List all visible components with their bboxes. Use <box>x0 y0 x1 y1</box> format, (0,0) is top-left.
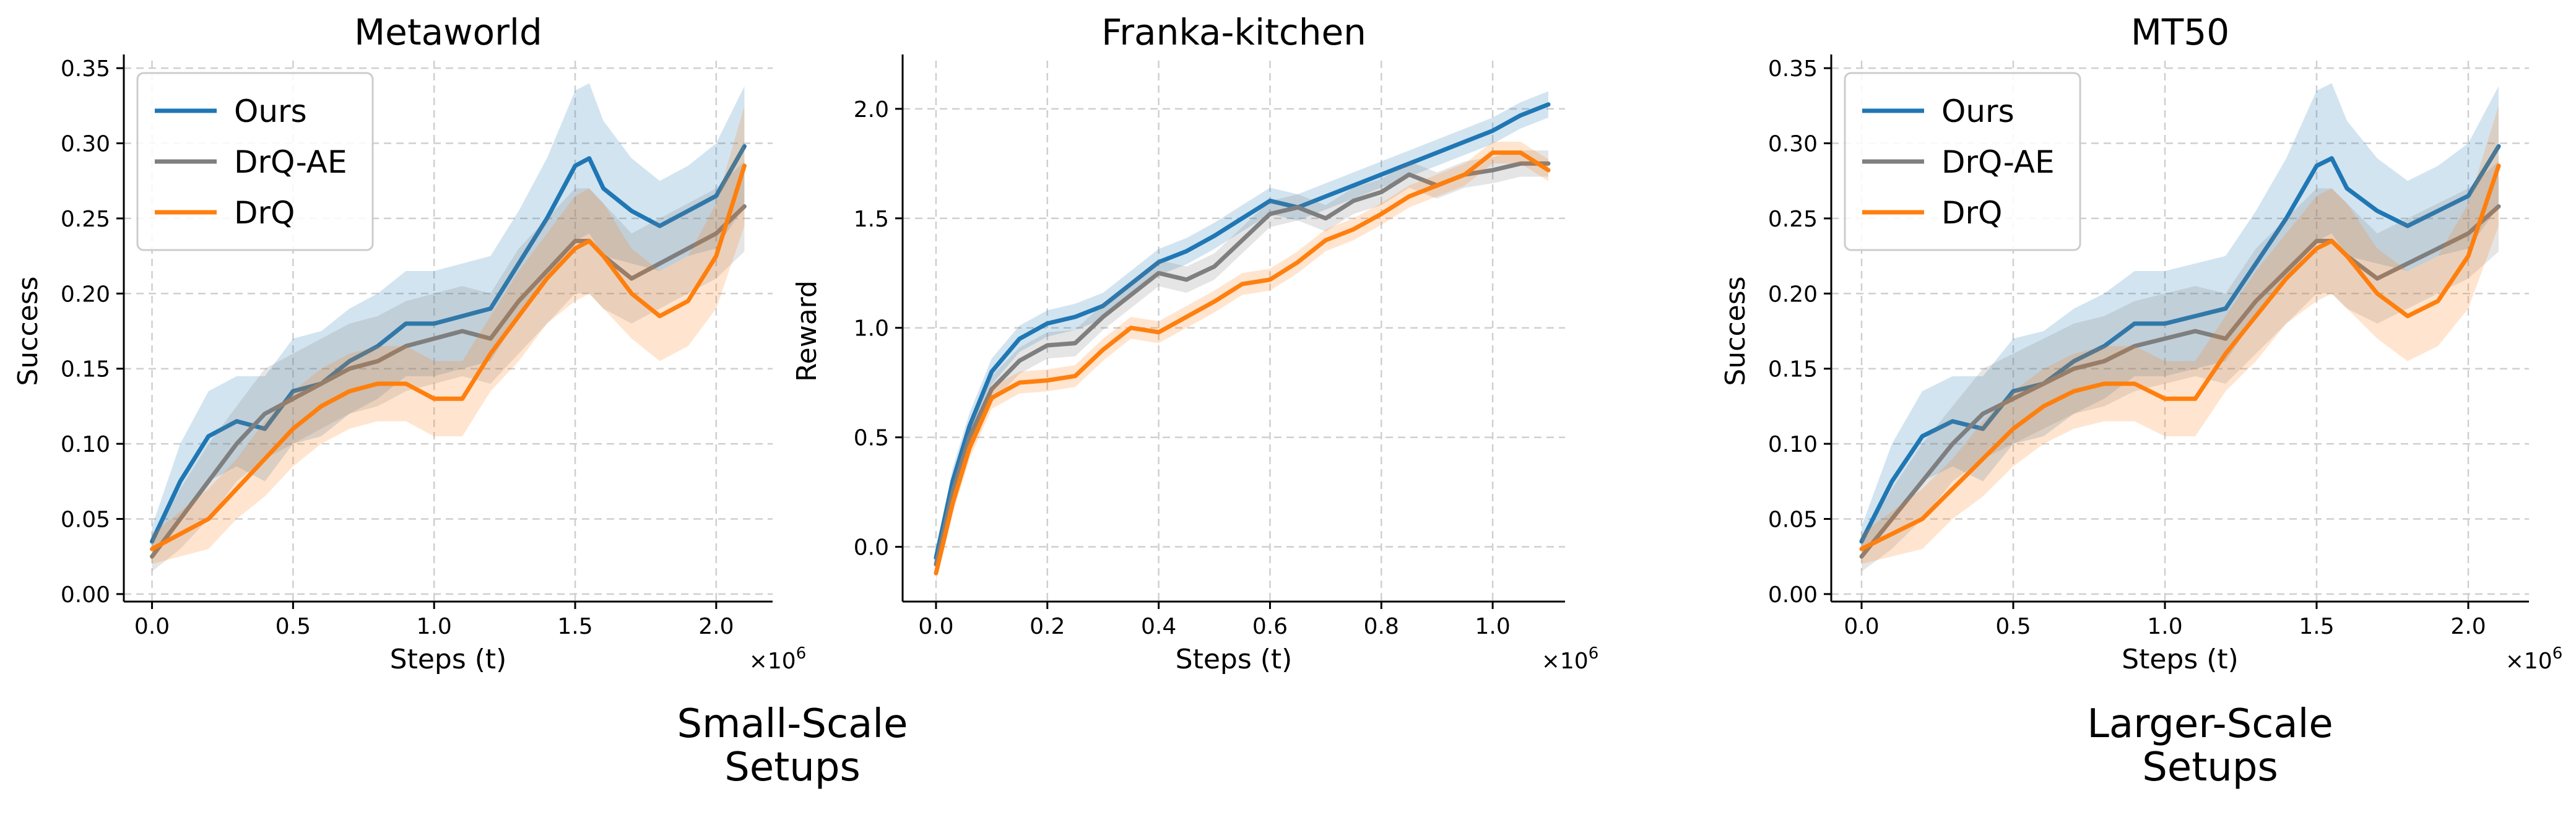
y-tick-label: 0.25 <box>61 207 110 232</box>
x-tick-label: 0.0 <box>134 614 170 639</box>
x-tick-label: 0.5 <box>1995 614 2031 639</box>
y-tick-label: 0.00 <box>1768 582 1818 608</box>
legend-box <box>136 72 374 251</box>
x-tick-label: 1.5 <box>557 614 592 639</box>
y-axis-label: Success <box>1720 276 1751 386</box>
x-tick-label: 1.0 <box>2147 614 2182 639</box>
chart-title: MT50 <box>2131 11 2229 53</box>
y-tick-label: 0.10 <box>61 432 110 457</box>
band-drq-ae <box>152 161 745 572</box>
x-tick-label: 0.0 <box>918 614 953 639</box>
legend-label-ours: Ours <box>234 93 307 129</box>
caption-small-line-1: Small-Scale <box>677 701 908 747</box>
x-multiplier: ×106 <box>1542 644 1599 674</box>
band-drq-ae <box>1862 161 2499 572</box>
x-tick-label: 0.6 <box>1252 614 1288 639</box>
series-line-drq <box>1859 163 2501 551</box>
legend-label-drq: DrQ <box>1941 195 2002 231</box>
y-tick-label: 2.0 <box>854 97 889 123</box>
series-line-drq-ae <box>1859 204 2501 559</box>
caption-large-line-1: Larger-Scale <box>2087 701 2333 747</box>
band-drq-ae <box>935 150 1549 574</box>
y-tick-label: 0.20 <box>1768 282 1818 307</box>
y-tick-label: 0.5 <box>854 426 889 451</box>
y-tick-label: 0.05 <box>61 507 110 532</box>
x-multiplier: ×106 <box>2505 644 2563 674</box>
series-line-ours <box>934 102 1551 560</box>
chart-3: 0.00 0.05 0.10 0.15 0.20 0.25 0.30 0.35 0.0 0.5 1.… <box>1720 11 2562 675</box>
y-tick-label: 0.20 <box>61 282 110 307</box>
y-tick-label: 0.35 <box>61 56 110 82</box>
chart-2: 0.0 0.5 1.0 1.5 2.0 0.0 0.2 0.4 0.6 0.8 1.0 ×106 Fra… <box>791 11 1598 675</box>
y-tick-label: 0.35 <box>1768 56 1818 82</box>
chart-title: Metaworld <box>354 11 542 53</box>
caption-small-scale: Small-Scale Setups <box>607 702 978 789</box>
x-tick-label: 0.5 <box>275 614 311 639</box>
x-tick-label: 0.2 <box>1030 614 1065 639</box>
x-tick-label: 1.0 <box>417 614 452 639</box>
y-tick-label: 0.10 <box>1768 432 1818 457</box>
y-tick-label: 0.0 <box>854 535 889 561</box>
band-ours <box>935 91 1549 567</box>
chart-1: 0.00 0.05 0.10 0.15 0.20 0.25 0.30 0.35 0.0 0.5 1.… <box>12 11 806 675</box>
x-multiplier: ×106 <box>749 644 807 674</box>
legend-label-drq-ae: DrQ-AE <box>1941 144 2055 180</box>
x-tick-label: 1.0 <box>1475 614 1510 639</box>
y-tick-label: 0.15 <box>1768 357 1818 382</box>
x-tick-label: 0.8 <box>1364 614 1399 639</box>
y-tick-label: 0.05 <box>1768 507 1818 532</box>
y-tick-label: 0.15 <box>61 357 110 382</box>
chart-title: Franka-kitchen <box>1101 11 1366 53</box>
band-drq <box>152 105 745 564</box>
y-tick-label: 1.5 <box>854 207 889 232</box>
y-tick-label: 0.00 <box>61 582 110 608</box>
y-tick-label: 0.30 <box>61 132 110 157</box>
legend-label-drq: DrQ <box>234 195 295 231</box>
x-tick-label: 0.0 <box>1844 614 1879 639</box>
caption-larger-scale: Larger-Scale Setups <box>2018 702 2402 789</box>
x-tick-label: 2.0 <box>698 614 734 639</box>
legend-box <box>1844 72 2081 251</box>
x-tick-label: 2.0 <box>2450 614 2486 639</box>
y-axis-label: Success <box>12 276 44 386</box>
x-tick-label: 1.5 <box>2299 614 2334 639</box>
y-tick-label: 0.25 <box>1768 207 1818 232</box>
x-axis-label: Steps (t) <box>390 644 507 675</box>
legend: Ours DrQ-AE DrQ <box>1844 72 2081 251</box>
caption-small-line-2: Setups <box>724 745 861 790</box>
legend: Ours DrQ-AE DrQ <box>136 72 374 251</box>
y-tick-label: 1.0 <box>854 316 889 342</box>
series-line-drq <box>934 150 1551 576</box>
legend-label-ours: Ours <box>1941 93 2014 129</box>
series-line-drq <box>150 163 747 551</box>
band-drq <box>1862 105 2499 564</box>
y-tick-label: 0.30 <box>1768 132 1818 157</box>
x-axis-label: Steps (t) <box>2122 644 2239 675</box>
x-axis-label: Steps (t) <box>1176 644 1293 675</box>
series-line-drq-ae <box>150 204 747 559</box>
caption-large-line-2: Setups <box>2142 745 2278 790</box>
legend-label-drq-ae: DrQ-AE <box>234 144 347 180</box>
y-axis-label: Reward <box>791 280 823 382</box>
x-tick-label: 0.4 <box>1141 614 1176 639</box>
